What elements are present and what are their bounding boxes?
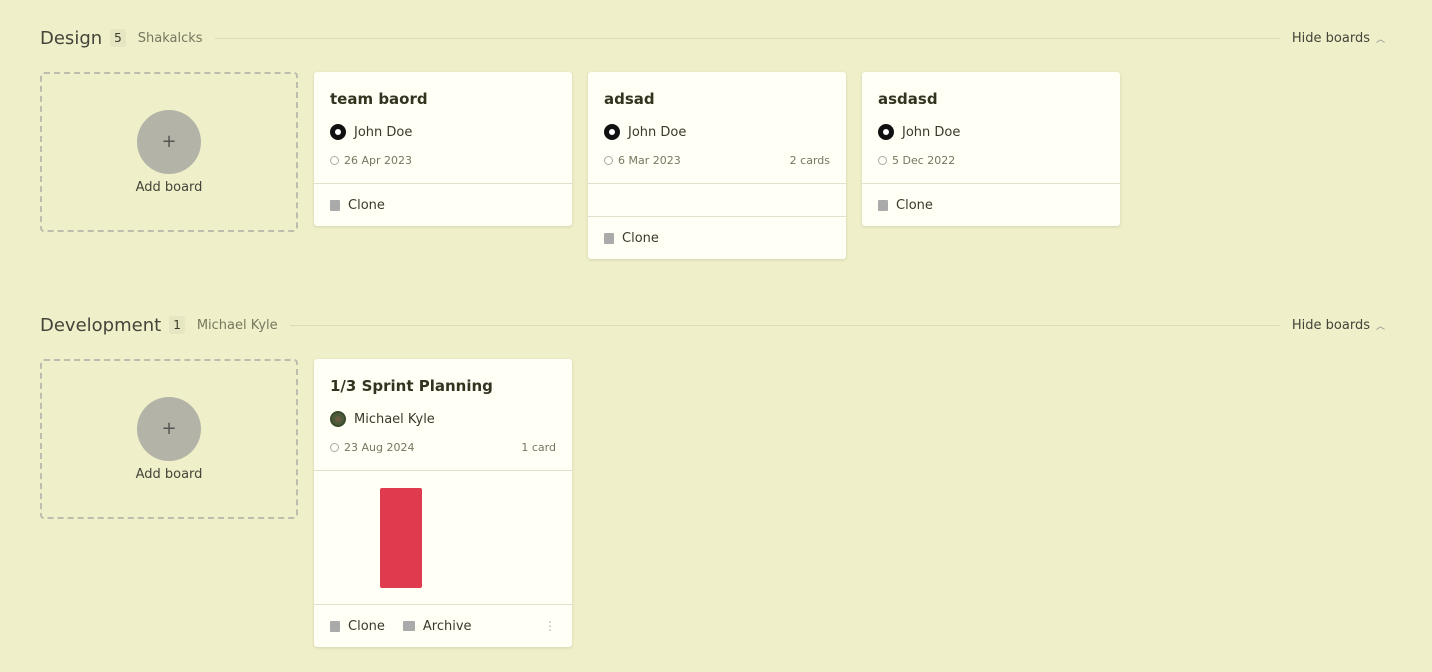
board-title: 1/3 Sprint Planning (330, 377, 493, 395)
archive-button[interactable]: Archive (402, 618, 472, 634)
clone-button[interactable]: Clone (604, 231, 659, 246)
avatar (330, 411, 346, 427)
section-owner: Shakalcks (137, 30, 203, 46)
card-count: 2 cards (789, 154, 830, 167)
board-owner: Michael Kyle (354, 411, 435, 427)
section-design: Design 5 Shakalcks Hide boards ︿ + Add bo… (40, 26, 1385, 272)
clone-label: Clone (348, 618, 385, 634)
copy-icon (330, 199, 340, 211)
section-development: Development 1 Michael Kyle Hide boards ︿ … (40, 313, 1385, 647)
clone-label: Clone (622, 230, 659, 246)
chevron-up-icon: ︿ (1375, 34, 1385, 45)
clock-icon (604, 156, 613, 165)
copy-icon (878, 199, 888, 211)
hide-boards-label: Hide boards (1291, 30, 1370, 46)
board-preview (588, 184, 846, 216)
board-title: adsad (604, 90, 655, 108)
archive-icon (402, 621, 415, 631)
clock-icon (878, 156, 887, 165)
board-owner: John Doe (902, 124, 961, 140)
board-date: 6 Mar 2023 (618, 154, 681, 167)
divider (214, 37, 1280, 39)
board-card[interactable]: team baord John Doe 26 Apr 2023 Clone (314, 72, 572, 226)
plus-icon: + (137, 396, 201, 461)
add-board-button[interactable]: + Add board (40, 359, 298, 519)
divider (289, 324, 1280, 326)
hide-boards-label: Hide boards (1291, 317, 1370, 333)
copy-icon (330, 620, 340, 632)
board-count: 5 (110, 29, 126, 47)
archive-label: Archive (422, 618, 472, 634)
board-title: team baord (330, 90, 428, 108)
clock-icon (330, 156, 339, 165)
hide-boards-button[interactable]: Hide boards ︿ (1292, 318, 1385, 333)
clone-button[interactable]: Clone (330, 198, 385, 213)
section-title: Development (40, 314, 162, 336)
chevron-up-icon: ︿ (1375, 321, 1385, 332)
clone-label: Clone (348, 197, 385, 213)
preview-card (380, 488, 422, 588)
board-owner: John Doe (354, 124, 413, 140)
board-card[interactable]: asdasd John Doe 5 Dec 2022 Clone (862, 72, 1120, 226)
section-title: Design (40, 27, 103, 49)
clone-label: Clone (896, 197, 933, 213)
clone-button[interactable]: Clone (330, 619, 385, 634)
board-card[interactable]: 1/3 Sprint Planning Michael Kyle 23 Aug … (314, 359, 572, 647)
board-date: 5 Dec 2022 (892, 154, 956, 167)
clone-button[interactable]: Clone (878, 198, 933, 213)
board-date: 23 Aug 2024 (344, 441, 415, 454)
plus-icon: + (137, 109, 201, 174)
board-date: 26 Apr 2023 (344, 154, 413, 167)
add-board-label: Add board (135, 466, 203, 482)
card-count: 1 card (521, 441, 556, 454)
avatar (330, 124, 346, 140)
board-count: 1 (169, 316, 185, 334)
add-board-button[interactable]: + Add board (40, 72, 298, 232)
board-preview (314, 471, 572, 604)
board-card[interactable]: adsad John Doe 6 Mar 2023 2 cards Clone (588, 72, 846, 259)
copy-icon (604, 232, 614, 244)
board-title: asdasd (878, 90, 938, 108)
more-options-icon[interactable]: ⋮ (544, 619, 556, 633)
hide-boards-button[interactable]: Hide boards ︿ (1292, 31, 1385, 46)
avatar (878, 124, 894, 140)
avatar (604, 124, 620, 140)
section-owner: Michael Kyle (196, 317, 278, 333)
board-owner: John Doe (628, 124, 687, 140)
clock-icon (330, 443, 339, 452)
add-board-label: Add board (135, 179, 203, 195)
